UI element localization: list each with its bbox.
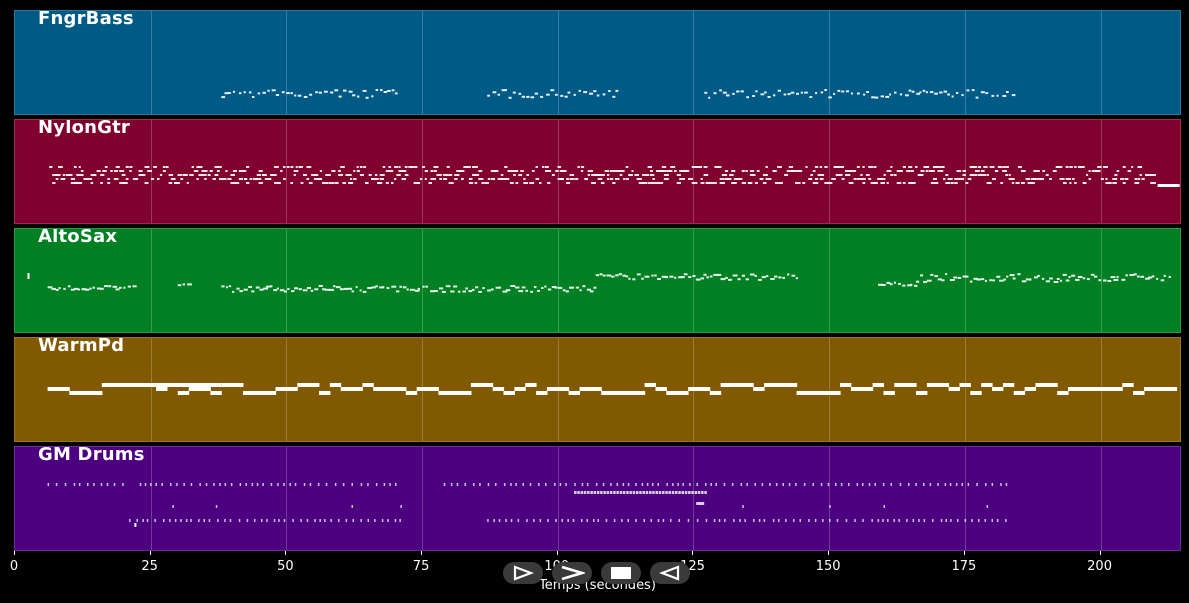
axis-tick-label: 0 xyxy=(9,559,19,574)
track-altosax: AltoSax xyxy=(14,228,1181,333)
track-gm-drums: GM Drums xyxy=(14,446,1181,551)
axis-tick xyxy=(14,551,15,555)
play-icon xyxy=(513,565,534,581)
grid-line xyxy=(829,229,831,332)
grid-line xyxy=(964,11,966,114)
grid-line xyxy=(693,11,695,114)
track-warmpd: WarmPd xyxy=(14,337,1181,442)
grid-line xyxy=(286,447,288,550)
note-lane xyxy=(27,273,1171,293)
forward-icon xyxy=(561,565,585,581)
grid-line xyxy=(693,447,695,550)
grid-line xyxy=(829,447,831,550)
grid-line xyxy=(150,11,152,114)
axis-tick xyxy=(828,551,830,555)
grid-line xyxy=(557,229,559,332)
note-lane xyxy=(221,89,1016,99)
grid-line xyxy=(1100,11,1102,114)
grid-line xyxy=(150,229,152,332)
axis-tick-label: 25 xyxy=(141,559,158,574)
grid-line xyxy=(286,229,288,332)
axis-tick-label: 150 xyxy=(815,559,841,574)
axis-tick-label: 200 xyxy=(1087,559,1112,574)
grid-line xyxy=(693,229,695,332)
axis-tick xyxy=(556,551,558,555)
track-label: NylonGtr xyxy=(38,119,131,138)
axis-tick xyxy=(149,551,151,555)
grid-line xyxy=(150,447,152,550)
grid-line xyxy=(964,447,966,550)
grid-line xyxy=(964,229,966,332)
note-lane xyxy=(47,483,1008,527)
stop-icon xyxy=(611,567,631,579)
note-lane xyxy=(47,383,1178,395)
track-label: WarmPd xyxy=(38,337,125,356)
stop-button[interactable] xyxy=(601,562,641,584)
grid-line xyxy=(829,11,831,114)
grid-line xyxy=(422,120,424,223)
grid-line xyxy=(964,338,966,441)
grid-line xyxy=(1100,447,1102,550)
track-label: AltoSax xyxy=(38,228,118,247)
track-label: GM Drums xyxy=(38,446,145,465)
grid-line xyxy=(422,447,424,550)
axis-tick xyxy=(285,551,287,555)
play-button[interactable] xyxy=(503,562,543,584)
transport-controls xyxy=(503,562,690,586)
axis-tick xyxy=(963,551,965,555)
axis-tick-label: 50 xyxy=(277,559,294,574)
grid-line xyxy=(286,120,288,223)
track-fngrbass: FngrBass xyxy=(14,10,1181,115)
grid-line xyxy=(1100,120,1102,223)
track-nylongtr: NylonGtr xyxy=(14,119,1181,224)
note-lane xyxy=(49,166,1180,187)
axis-tick xyxy=(1099,551,1101,555)
rewind-icon xyxy=(659,565,680,581)
axis-tick-label: 175 xyxy=(951,559,977,574)
rewind-button[interactable] xyxy=(650,562,690,584)
axis-tick xyxy=(421,551,423,555)
grid-line xyxy=(557,11,559,114)
grid-line xyxy=(693,120,695,223)
grid-line xyxy=(422,229,424,332)
axis-tick-label: 75 xyxy=(412,559,430,574)
grid-line xyxy=(150,338,152,441)
grid-line xyxy=(829,338,831,441)
forward-button[interactable] xyxy=(552,562,592,584)
grid-line xyxy=(829,120,831,223)
grid-line xyxy=(557,447,559,550)
axis-tick xyxy=(692,551,694,555)
grid-line xyxy=(286,11,288,114)
grid-line xyxy=(422,11,424,114)
track-label: FngrBass xyxy=(38,10,134,29)
